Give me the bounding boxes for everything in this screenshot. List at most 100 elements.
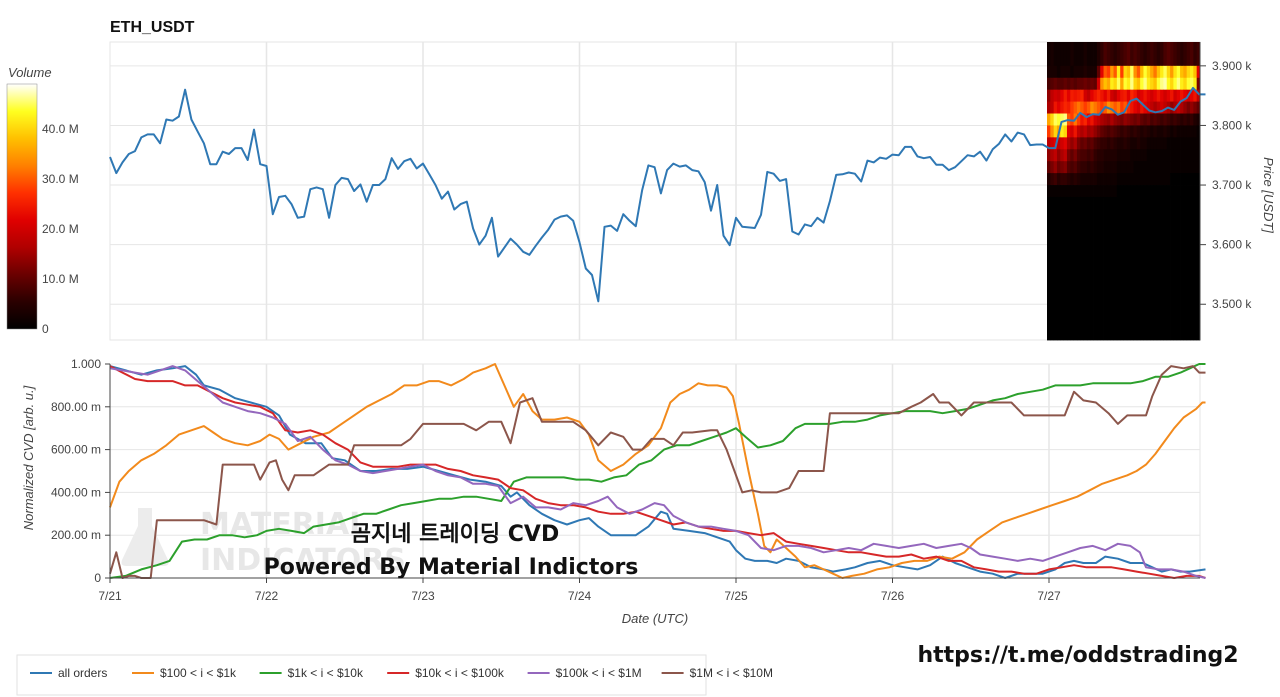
material-indicators-watermark: MATERIAL INDICATORS [121,507,406,578]
heatmap-cell [1156,125,1161,138]
heatmap-cell [1136,149,1141,162]
heatmap-cell [1063,101,1068,114]
price-tick-label: 3.500 k [1212,297,1252,311]
heatmap-cell [1090,196,1094,341]
heatmap-cell [1196,65,1201,79]
heatmap-cell [1066,89,1071,102]
heatmap-cell [1050,196,1055,341]
heatmap-cell [1073,161,1078,174]
heatmap-cell [1180,77,1184,91]
heatmap-cell [1126,161,1131,174]
cvd-tick-label: 800.00 m [51,400,101,414]
heatmap-cell [1047,137,1051,150]
heatmap-cell [1196,42,1201,67]
heatmap-cell [1047,113,1051,126]
heatmap-cell [1183,161,1188,174]
heatmap-cell [1086,137,1091,150]
heatmap-cell [1123,101,1128,114]
heatmap-cell [1143,113,1148,126]
heatmap-cell [1140,196,1144,341]
heatmap-cell [1080,89,1084,102]
heatmap-cell [1106,137,1111,150]
heatmap-cell [1196,185,1201,198]
heatmap-cell [1103,125,1108,138]
heatmap-cell [1100,65,1104,79]
heatmap-cell [1133,185,1138,198]
heatmap-cell [1133,196,1138,341]
heatmap-cell [1190,161,1194,174]
heatmap-cell [1063,77,1068,91]
cvd-x-tick-label: 7/22 [255,589,279,603]
heatmap-cell [1083,42,1088,67]
cvd-x-axis-label: Date (UTC) [622,611,688,626]
heatmap-cell [1103,173,1108,186]
heatmap-cell [1173,113,1178,126]
heatmap-cell [1160,101,1164,114]
heatmap-cell [1173,42,1178,67]
heatmap-cell [1140,77,1144,91]
heatmap-cell [1056,137,1061,150]
heatmap-cell [1110,89,1114,102]
heatmap-cell [1193,113,1198,126]
heatmap-cell [1120,65,1124,79]
price-y-axis-label: Price [USDT] [1261,157,1276,233]
heatmap-cell [1133,149,1138,162]
heatmap-cell [1100,101,1104,114]
heatmap-cell [1096,101,1101,114]
price-tick-label: 3.800 k [1212,118,1252,132]
heatmap-cell [1047,65,1051,79]
heatmap-cell [1150,161,1154,174]
heatmap-cell [1136,113,1141,126]
heatmap-cell [1193,137,1198,150]
heatmap-cell [1060,161,1065,174]
heatmap-cell [1176,89,1181,102]
heatmap-cell [1156,65,1161,79]
heatmap-cell [1176,65,1181,79]
heatmap-cell [1076,42,1081,67]
heatmap-cell [1076,101,1081,114]
heatmap-cell [1116,185,1121,198]
heatmap-cell [1090,65,1094,79]
heatmap-cell [1126,137,1131,150]
heatmap-cell [1140,65,1144,79]
heatmap-cell [1153,42,1158,67]
heatmap-cell [1106,185,1111,198]
heatmap-cell [1136,77,1141,91]
heatmap-cell [1047,89,1051,102]
cvd-plot-area [109,363,1201,579]
heatmap-cell [1073,101,1078,114]
heatmap-cell [1106,149,1111,162]
heatmap-cell [1173,149,1178,162]
heatmap-cell [1103,77,1108,91]
heatmap-cell [1106,125,1111,138]
heatmap-cell [1160,77,1164,91]
heatmap-cell [1103,196,1108,341]
heatmap-cell [1120,173,1124,186]
heatmap-cell [1086,89,1091,102]
heatmap-cell [1086,185,1091,198]
heatmap-cell [1103,42,1108,67]
heatmap-cell [1110,196,1114,341]
heatmap-cell [1186,137,1191,150]
heatmap-cell [1160,42,1164,67]
heatmap-cell [1096,89,1101,102]
heatmap-cell [1176,125,1181,138]
heatmap-cell [1160,113,1164,126]
heatmap-cell [1190,149,1194,162]
heatmap-cell [1066,101,1071,114]
heatmap-cell [1126,196,1131,341]
heatmap-cell [1060,101,1065,114]
heatmap-cell [1116,125,1121,138]
heatmap-cell [1156,42,1161,67]
heatmap-cell [1123,149,1128,162]
heatmap-cell [1080,173,1084,186]
heatmap-cell [1183,185,1188,198]
colorbar-tick-label: 40.0 M [42,122,79,136]
legend-label: $1k < i < $10k [288,666,364,680]
heatmap-cell [1093,101,1098,114]
heatmap-cell [1066,173,1071,186]
heatmap-cell [1140,113,1144,126]
heatmap-cell [1126,42,1131,67]
heatmap-cell [1103,65,1108,79]
heatmap-cell [1173,125,1178,138]
